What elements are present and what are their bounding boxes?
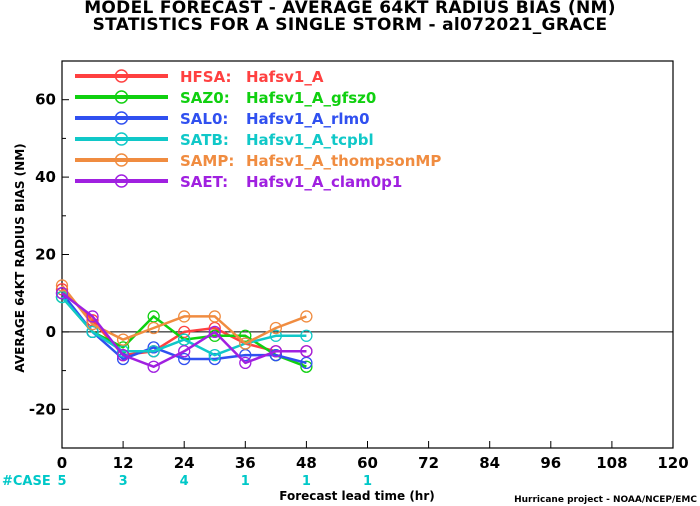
- series-point: [300, 360, 313, 373]
- y-axis-label: AVERAGE 64KT RADIUS BIAS (NM): [13, 143, 27, 372]
- series-point: [178, 352, 191, 366]
- series-point: [239, 337, 252, 350]
- y-tick-label: -20: [29, 400, 56, 418]
- plot-group: 0 12 24 36 48 60 72 84 96 108 120 -20 0 20 40 60 5 3 4 1 1 1 H…: [29, 60, 689, 489]
- series-point: [269, 321, 283, 335]
- y-tick-label: 60: [35, 91, 56, 109]
- credit-text: Hurricane project - NOAA/NCEP/EMC: [514, 495, 697, 505]
- x-axis-label: Forecast lead time (hr): [279, 489, 435, 503]
- legend-series-name: SATB:: [180, 131, 229, 149]
- series-point: [208, 352, 221, 366]
- series-point: [147, 321, 160, 335]
- series-point: [239, 356, 252, 370]
- legend-series-name: HFSA:: [180, 68, 232, 86]
- legend-marker: [114, 132, 129, 146]
- legend-series-name: SAL0:: [180, 110, 228, 128]
- legend-series-name: SAMP:: [180, 152, 234, 170]
- series-point: [208, 348, 221, 362]
- series-point: [269, 329, 283, 342]
- x-tick-label: 72: [418, 454, 439, 472]
- series-point: [208, 325, 221, 339]
- case-count: 1: [363, 474, 372, 489]
- series-point: [147, 345, 160, 358]
- series-point: [116, 333, 130, 346]
- y-tick-label: 20: [35, 246, 56, 264]
- x-tick-label: 24: [174, 454, 195, 472]
- series-point: [269, 348, 283, 362]
- series-point: [116, 348, 130, 362]
- series-point: [300, 329, 313, 342]
- legend-series-label: Hafsv1_A: [246, 68, 324, 86]
- case-count: 3: [119, 474, 128, 489]
- legend-series-label: Hafsv1_A_tcpbl: [246, 131, 374, 149]
- chart-title: MODEL FORECAST - AVERAGE 64KT RADIUS BIA…: [0, 0, 700, 34]
- legend-series-name: SAET:: [180, 173, 228, 191]
- legend-series-name: SAZ0:: [180, 89, 230, 107]
- title-line-1: MODEL FORECAST - AVERAGE 64KT RADIUS BIA…: [84, 0, 616, 18]
- legend-series-label: Hafsv1_A_gfsz0: [246, 89, 376, 107]
- y-tick-label: 40: [35, 168, 56, 186]
- series-point: [300, 345, 313, 358]
- legend-marker: [114, 174, 129, 188]
- series-point: [147, 341, 160, 354]
- x-tick-label: 120: [657, 454, 688, 472]
- case-count: 1: [241, 474, 250, 489]
- series-point: [178, 345, 191, 358]
- series-point: [178, 310, 191, 323]
- case-count: 1: [302, 474, 311, 489]
- y-tick-label: 0: [46, 323, 56, 341]
- series-point: [55, 279, 69, 292]
- x-tick-label: 0: [57, 454, 67, 472]
- case-count: 4: [180, 474, 189, 489]
- case-count: 5: [57, 474, 66, 489]
- x-tick-label: 48: [296, 454, 317, 472]
- title-line-2: STATISTICS FOR A SINGLE STORM - al072021…: [92, 15, 608, 35]
- x-tick-label: 12: [113, 454, 134, 472]
- series-point: [147, 360, 160, 373]
- series-line-6: [61, 292, 307, 368]
- series-point: [86, 310, 99, 323]
- x-tick-label: 96: [540, 454, 561, 472]
- series-point: [178, 325, 191, 339]
- legend-series-label: Hafsv1_A_thompsonMP: [246, 152, 441, 170]
- series-line-4: [61, 296, 307, 357]
- series-point: [55, 287, 69, 300]
- legend-marker: [114, 111, 129, 125]
- legend-marker: [114, 69, 129, 83]
- legend-series-label: Hafsv1_A_rlm0: [246, 110, 370, 128]
- legend-marker: [114, 90, 129, 104]
- series-point: [86, 325, 99, 339]
- x-tick-label: 60: [357, 454, 378, 472]
- x-tick-label: 108: [596, 454, 627, 472]
- series-point: [269, 345, 283, 358]
- legend-series-label: Hafsv1_A_clam0p1: [246, 173, 402, 191]
- series-point: [239, 329, 252, 342]
- case-label: #CASE: [2, 474, 51, 489]
- series-point: [208, 310, 221, 323]
- legend-marker: [114, 153, 129, 167]
- series-point: [300, 310, 313, 323]
- x-tick-label: 36: [235, 454, 256, 472]
- x-tick-label: 84: [479, 454, 500, 472]
